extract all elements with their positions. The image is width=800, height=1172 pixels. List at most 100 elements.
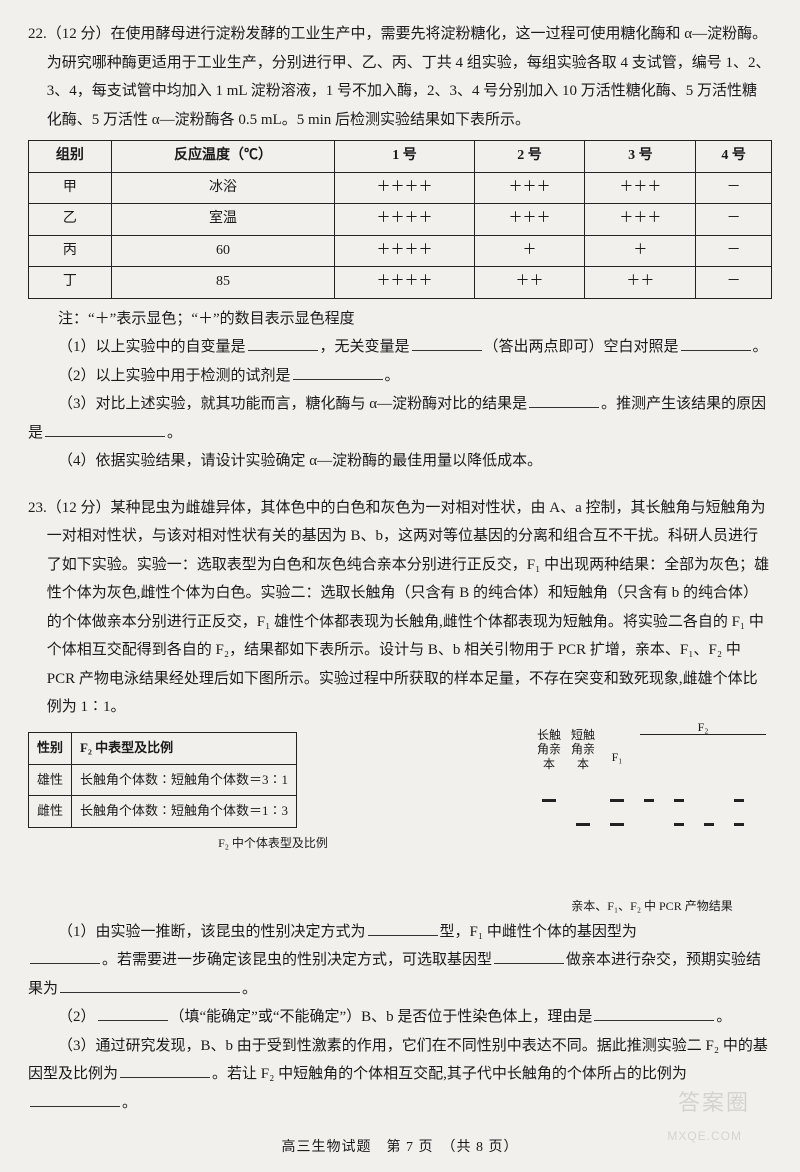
blank xyxy=(45,419,165,437)
q22-sub3: （3）对比上述实验，就其功能而言，糖化酶与 α—淀粉酶对比的结果是。推测产生该结… xyxy=(28,390,772,447)
q23-intro: 某种昆虫为雌雄异体，其体色中的白色和灰色为一对相对性状，由 A、a 控制，其长触… xyxy=(47,500,769,716)
th: 组别 xyxy=(29,141,112,173)
t: 。若需要进一步确定该昆虫的性别决定方式，可选取基因型 xyxy=(102,952,492,968)
t: （填“能确定”或“不能确定”）B、b 是否位于性染色体上，理由是 xyxy=(170,1009,593,1025)
q22-body: （12 分）在使用酵母进行淀粉发酵的工业生产中，需要先将淀粉糖化，这一过程可使用… xyxy=(47,20,772,134)
td: ＋＋ xyxy=(474,267,585,299)
q22-sub1: （1）以上实验中的自变量是，无关变量是（答出两点即可）空白对照是。 xyxy=(28,333,772,362)
t: ，无关变量是 xyxy=(320,339,410,355)
td: ＋＋＋ xyxy=(585,204,696,236)
th: 2 号 xyxy=(474,141,585,173)
t: 。 xyxy=(385,368,400,384)
gel-label: F₂ xyxy=(698,720,709,734)
gel-label: 长触角亲本 xyxy=(532,728,566,771)
blank xyxy=(412,334,482,352)
td: ＋＋＋＋ xyxy=(335,267,474,299)
td: 甲 xyxy=(29,172,112,204)
gel-band xyxy=(644,799,654,802)
table-header-row: 性别 F₂ 中表型及比例 xyxy=(29,732,297,764)
gel-band xyxy=(734,823,744,826)
gel-label-f2: F₂ xyxy=(634,728,772,771)
table-row: 甲 冰浴 ＋＋＋＋ ＋＋＋ ＋＋＋ － xyxy=(29,172,772,204)
blank xyxy=(681,334,751,352)
t: 。 xyxy=(167,425,182,441)
gel-top-labels: 长触角亲本 短触角亲本 F₁ F₂ xyxy=(532,728,772,771)
td: ＋＋＋＋ xyxy=(335,172,474,204)
td: － xyxy=(696,204,772,236)
gel-band xyxy=(704,823,714,826)
t: （答出两点即可）空白对照是 xyxy=(484,339,679,355)
th: 1 号 xyxy=(335,141,474,173)
blank xyxy=(594,1004,714,1022)
q22-note: 注：“＋”表示显色；“＋”的数目表示显色程度 xyxy=(28,305,772,334)
th: F₂ 中表型及比例 xyxy=(72,732,297,764)
q23-sub2: （2）（填“能确定”或“不能确定”）B、b 是否位于性染色体上，理由是。 xyxy=(28,1003,772,1032)
table-row: 丙 60 ＋＋＋＋ ＋ ＋ － xyxy=(29,235,772,267)
gel-band xyxy=(576,823,590,826)
t: 。 xyxy=(716,1009,731,1025)
td: ＋＋＋＋ xyxy=(335,204,474,236)
table-header-row: 组别 反应温度（℃） 1 号 2 号 3 号 4 号 xyxy=(29,141,772,173)
q23-sub1: （1）由实验一推断，该昆虫的性别决定方式为 型，F₁ 中雌性个体的基因型为 。若需… xyxy=(28,918,772,1004)
td: 长触角个体数∶短触角个体数＝1∶3 xyxy=(72,796,297,828)
band-row-lower xyxy=(532,823,772,826)
td: ＋＋＋ xyxy=(585,172,696,204)
q23-sub3: （3）通过研究发现，B、b 由于受到性激素的作用，它们在不同性别中表达不同。据此… xyxy=(28,1032,772,1118)
td: 雌性 xyxy=(29,796,72,828)
q22-intro: 在使用酵母进行淀粉发酵的工业生产中，需要先将淀粉糖化，这一过程可使用糖化酶和 α… xyxy=(47,26,771,128)
blank xyxy=(293,362,383,380)
td: 室温 xyxy=(111,204,335,236)
blank xyxy=(60,975,240,993)
td: ＋＋＋ xyxy=(474,204,585,236)
t: 型，F₁ 中雌性个体的基因型为 xyxy=(440,924,637,940)
blank xyxy=(368,918,438,936)
question-22: 22. （12 分）在使用酵母进行淀粉发酵的工业生产中，需要先将淀粉糖化，这一过… xyxy=(28,20,772,476)
td: － xyxy=(696,267,772,299)
blank xyxy=(529,391,599,409)
t: 。 xyxy=(122,1095,137,1111)
q22-table: 组别 反应温度（℃） 1 号 2 号 3 号 4 号 甲 冰浴 ＋＋＋＋ ＋＋＋… xyxy=(28,140,772,299)
t: （1）由实验一推断，该昆虫的性别决定方式为 xyxy=(58,924,366,940)
td: 丙 xyxy=(29,235,112,267)
q23-points: （12 分） xyxy=(47,500,111,516)
blank xyxy=(120,1061,210,1079)
td: ＋＋ xyxy=(585,267,696,299)
td: ＋＋＋ xyxy=(474,172,585,204)
q22-points: （12 分） xyxy=(47,26,111,42)
td: － xyxy=(696,235,772,267)
th: 反应温度（℃） xyxy=(111,141,335,173)
q23-number: 23. xyxy=(28,494,47,722)
q22-sub2: （2）以上实验中用于检测的试剂是 。 xyxy=(28,362,772,391)
table-row: 雌性 长触角个体数∶短触角个体数＝1∶3 xyxy=(29,796,297,828)
blank xyxy=(30,1089,120,1107)
table-row: 乙 室温 ＋＋＋＋ ＋＋＋ ＋＋＋ － xyxy=(29,204,772,236)
td: 雄性 xyxy=(29,764,72,796)
t: 。 xyxy=(242,981,257,997)
q23-figure-row: 性别 F₂ 中表型及比例 雄性 长触角个体数∶短触角个体数＝3∶1 雌性 长触角… xyxy=(28,728,772,918)
q23-left-col: 性别 F₂ 中表型及比例 雄性 长触角个体数∶短触角个体数＝3∶1 雌性 长触角… xyxy=(28,728,518,855)
band-row-upper xyxy=(532,799,772,802)
q23-caption-left: F₂ 中个体表型及比例 xyxy=(28,832,518,855)
td: － xyxy=(696,172,772,204)
gel-label: 短触角亲本 xyxy=(566,728,600,771)
td: ＋＋＋＋ xyxy=(335,235,474,267)
question-23: 23. （12 分）某种昆虫为雌雄异体，其体色中的白色和灰色为一对相对性状，由 … xyxy=(28,494,772,1117)
td: 丁 xyxy=(29,267,112,299)
table-row: 丁 85 ＋＋＋＋ ＋＋ ＋＋ － xyxy=(29,267,772,299)
q22-header: 22. （12 分）在使用酵母进行淀粉发酵的工业生产中，需要先将淀粉糖化，这一过… xyxy=(28,20,772,134)
blank xyxy=(30,947,100,965)
td: 冰浴 xyxy=(111,172,335,204)
blank xyxy=(494,947,564,965)
t: （1）以上实验中的自变量是 xyxy=(58,339,246,355)
th: 性别 xyxy=(29,732,72,764)
td: 60 xyxy=(111,235,335,267)
page-footer: 高三生物试题 第 7 页 （共 8 页） xyxy=(28,1135,772,1162)
gel-band xyxy=(610,799,624,802)
gel-band xyxy=(674,823,684,826)
td: ＋ xyxy=(585,235,696,267)
q22-sub4: （4）依据实验结果，请设计实验确定 α—淀粉酶的最佳用量以降低成本。 xyxy=(28,447,772,476)
q23-header: 23. （12 分）某种昆虫为雌雄异体，其体色中的白色和灰色为一对相对性状，由 … xyxy=(28,494,772,722)
t: （2）以上实验中用于检测的试剂是 xyxy=(58,368,291,384)
th: 3 号 xyxy=(585,141,696,173)
td: 长触角个体数∶短触角个体数＝3∶1 xyxy=(72,764,297,796)
